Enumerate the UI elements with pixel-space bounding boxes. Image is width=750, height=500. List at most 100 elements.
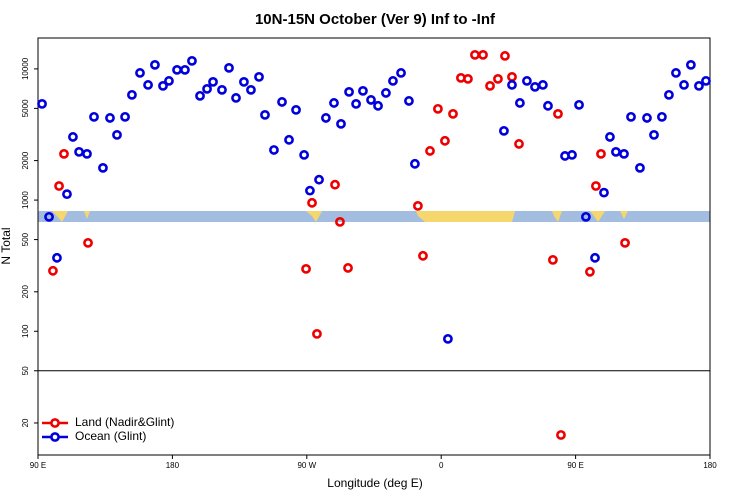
point — [44, 211, 54, 222]
point — [305, 185, 315, 196]
point — [291, 104, 301, 115]
y-axis-label: N Total — [0, 227, 13, 264]
point — [299, 150, 310, 160]
point — [626, 111, 636, 122]
land-band — [52, 211, 628, 222]
x-tick-label: 0 — [439, 461, 444, 470]
plot-frame — [37, 37, 711, 456]
y-tick-label: 50 — [21, 366, 30, 375]
point — [620, 237, 630, 248]
point — [440, 135, 450, 146]
point — [418, 250, 428, 261]
point — [164, 76, 174, 86]
y-tick-label: 5000 — [21, 99, 30, 117]
point — [59, 148, 69, 159]
point — [553, 108, 563, 119]
point — [548, 255, 558, 265]
point — [514, 98, 525, 108]
point — [590, 252, 600, 263]
point — [694, 81, 704, 91]
point — [224, 62, 234, 73]
point — [493, 74, 503, 84]
point — [596, 148, 606, 159]
point — [202, 83, 212, 94]
point — [478, 49, 488, 60]
point — [68, 132, 78, 142]
point — [410, 158, 420, 169]
point — [82, 148, 92, 159]
y-tick-label: 200 — [21, 285, 30, 299]
point — [581, 211, 591, 222]
point — [463, 74, 473, 84]
point — [507, 80, 517, 90]
point — [135, 68, 145, 78]
point — [373, 100, 383, 111]
x-tick-label: 180 — [166, 461, 180, 470]
legend-label: Land (Nadir&Glint) — [75, 415, 174, 429]
point — [685, 59, 696, 70]
point — [158, 81, 168, 91]
point — [301, 263, 311, 274]
point — [321, 113, 331, 123]
point — [336, 118, 346, 129]
point — [217, 84, 227, 95]
point — [657, 111, 667, 122]
point — [567, 150, 577, 160]
x-tick-label: 90 E — [567, 461, 583, 470]
point — [98, 162, 108, 173]
point — [62, 189, 72, 200]
point — [269, 145, 279, 155]
point — [366, 95, 376, 105]
ocean-band — [38, 211, 710, 222]
point — [522, 76, 532, 86]
point — [413, 201, 423, 211]
point — [48, 265, 58, 276]
point — [260, 110, 270, 120]
point — [448, 108, 458, 119]
point — [591, 181, 601, 191]
legend-marker — [50, 432, 60, 442]
point — [231, 93, 241, 103]
point — [246, 84, 256, 95]
point — [74, 146, 84, 157]
x-axis-label: Longitude (deg E) — [327, 476, 422, 490]
y-tick-label: 500 — [21, 232, 30, 246]
point — [37, 99, 47, 109]
point — [388, 76, 398, 86]
point — [127, 89, 137, 100]
point — [537, 80, 548, 90]
point — [664, 89, 674, 100]
chart-title: 10N-15N October (Ver 9) Inf to -Inf — [255, 11, 496, 28]
point — [284, 134, 294, 145]
y-tick-label: 1000 — [21, 191, 30, 209]
point — [701, 76, 711, 86]
point — [358, 85, 368, 96]
point — [642, 113, 652, 123]
y-tick-label: 20 — [21, 418, 30, 427]
point — [307, 197, 317, 208]
point — [470, 49, 480, 60]
point — [344, 86, 354, 97]
point — [187, 55, 197, 66]
point — [396, 68, 406, 78]
point — [208, 76, 218, 87]
legend-marker — [50, 418, 60, 428]
point — [254, 71, 264, 82]
point — [404, 96, 414, 106]
point — [172, 64, 182, 75]
point — [343, 263, 353, 273]
point — [314, 174, 324, 185]
point — [335, 216, 345, 227]
y-tick-label: 10000 — [21, 57, 30, 80]
point — [514, 139, 524, 149]
point — [605, 132, 615, 142]
point — [574, 99, 584, 110]
point — [443, 333, 453, 344]
point — [425, 146, 435, 156]
point — [330, 179, 340, 190]
map-band — [38, 211, 710, 222]
point — [83, 237, 93, 248]
point — [671, 68, 681, 78]
point — [52, 252, 62, 263]
x-tick-label: 90 W — [297, 461, 316, 470]
